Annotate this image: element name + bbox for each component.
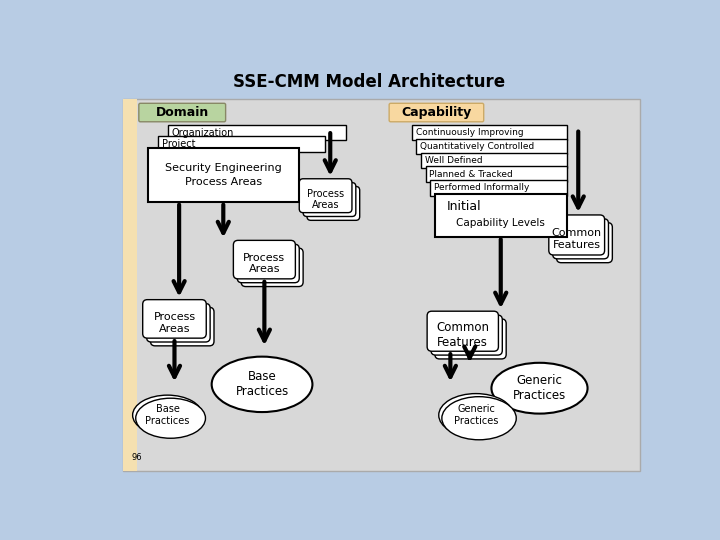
Text: Base
Practices: Base Practices bbox=[145, 404, 189, 426]
Ellipse shape bbox=[442, 397, 516, 440]
Bar bbox=[158, 137, 325, 152]
FancyBboxPatch shape bbox=[435, 319, 506, 359]
Bar bbox=[122, 99, 137, 470]
Text: Process
Areas: Process Areas bbox=[243, 253, 285, 274]
Text: Capability: Capability bbox=[401, 106, 472, 119]
Text: Quantitatively Controlled: Quantitatively Controlled bbox=[420, 142, 534, 151]
Text: Generic
Practices: Generic Practices bbox=[513, 374, 566, 402]
FancyBboxPatch shape bbox=[233, 240, 295, 279]
Bar bbox=[148, 148, 300, 202]
Bar bbox=[431, 180, 567, 195]
FancyBboxPatch shape bbox=[307, 186, 360, 220]
Bar bbox=[435, 194, 567, 237]
Ellipse shape bbox=[212, 356, 312, 412]
Bar bbox=[421, 153, 567, 168]
Text: Planned & Tracked: Planned & Tracked bbox=[429, 170, 513, 179]
Text: Well Defined: Well Defined bbox=[425, 156, 482, 165]
Text: Common
Features: Common Features bbox=[552, 228, 602, 249]
FancyBboxPatch shape bbox=[147, 303, 210, 342]
Text: 96: 96 bbox=[131, 453, 142, 462]
Text: SSE-CMM Model Architecture: SSE-CMM Model Architecture bbox=[233, 73, 505, 91]
Bar bbox=[168, 125, 346, 140]
FancyBboxPatch shape bbox=[139, 103, 225, 122]
Text: Initial: Initial bbox=[446, 200, 481, 213]
FancyBboxPatch shape bbox=[549, 215, 605, 255]
Bar bbox=[426, 166, 567, 182]
Ellipse shape bbox=[132, 395, 202, 435]
Text: Process
Areas: Process Areas bbox=[307, 189, 344, 211]
Text: Project: Project bbox=[162, 139, 196, 149]
Text: Common
Features: Common Features bbox=[436, 321, 490, 349]
Bar bbox=[122, 99, 640, 470]
Text: Continuously Improving: Continuously Improving bbox=[415, 128, 523, 137]
FancyBboxPatch shape bbox=[557, 222, 612, 262]
FancyBboxPatch shape bbox=[553, 219, 608, 259]
Text: Capability Levels: Capability Levels bbox=[456, 218, 545, 228]
Text: Security Engineering
Process Areas: Security Engineering Process Areas bbox=[166, 163, 282, 187]
Text: Organization: Organization bbox=[171, 127, 234, 138]
Ellipse shape bbox=[492, 363, 588, 414]
Text: Generic
Practices: Generic Practices bbox=[454, 404, 498, 426]
Text: Performed Informally: Performed Informally bbox=[434, 184, 529, 192]
FancyBboxPatch shape bbox=[300, 179, 352, 213]
FancyBboxPatch shape bbox=[427, 311, 498, 351]
FancyBboxPatch shape bbox=[431, 315, 503, 355]
Text: Base
Practices: Base Practices bbox=[235, 370, 289, 399]
FancyBboxPatch shape bbox=[143, 300, 206, 338]
FancyBboxPatch shape bbox=[150, 307, 214, 346]
Text: Domain: Domain bbox=[156, 106, 209, 119]
FancyBboxPatch shape bbox=[303, 183, 356, 217]
FancyBboxPatch shape bbox=[238, 244, 300, 283]
Ellipse shape bbox=[438, 394, 513, 437]
FancyBboxPatch shape bbox=[241, 248, 303, 287]
Bar bbox=[416, 139, 567, 154]
Bar bbox=[412, 125, 567, 140]
FancyBboxPatch shape bbox=[389, 103, 484, 122]
Text: Process
Areas: Process Areas bbox=[153, 312, 196, 334]
Ellipse shape bbox=[136, 398, 205, 438]
